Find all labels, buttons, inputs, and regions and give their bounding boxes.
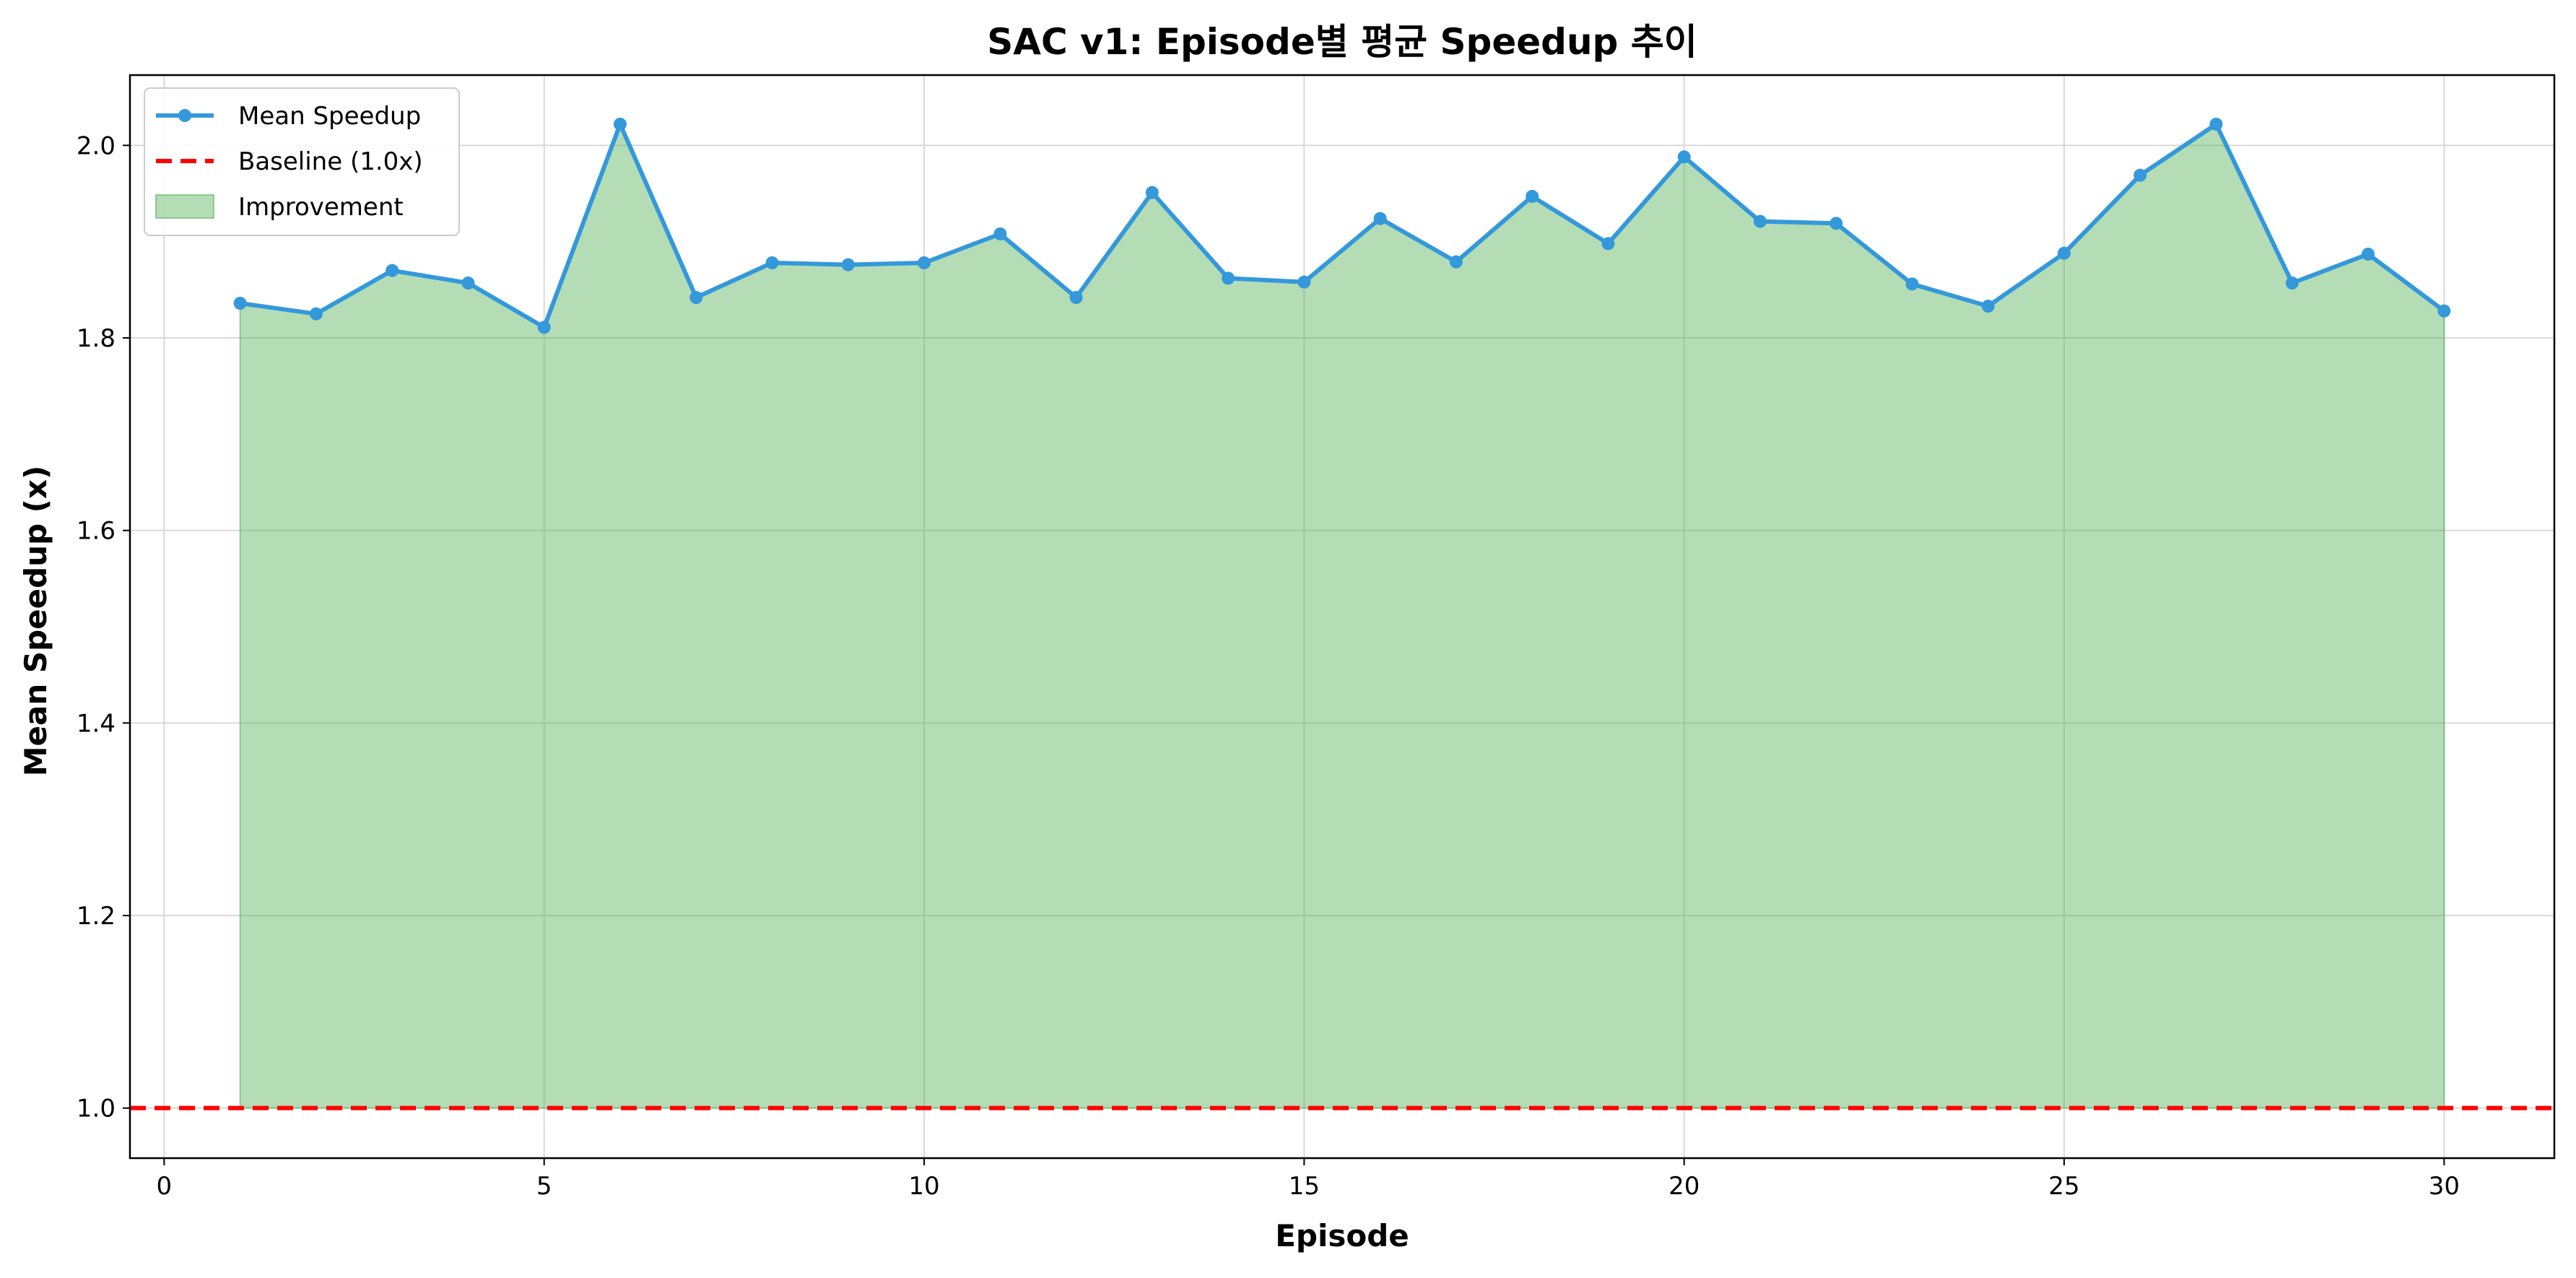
mean-speedup-line <box>240 122 2446 330</box>
data-point <box>1222 271 1235 285</box>
data-point <box>2058 246 2071 260</box>
data-point <box>1753 214 1767 228</box>
plot-area: 0 5 10 15 20 25 30 1.0 1.2 1.4 1.6 1.8 2.0 <box>77 74 2556 1201</box>
data-point <box>537 321 551 334</box>
x-tick-label: 30 <box>2429 1172 2460 1201</box>
y-axis-label: Mean Speedup (x) <box>18 466 53 777</box>
data-point <box>1601 237 1615 251</box>
data-point <box>1677 150 1691 164</box>
legend-box <box>144 87 460 236</box>
data-point <box>2285 277 2299 290</box>
data-point <box>2133 168 2147 182</box>
data-point <box>233 297 247 310</box>
data-point <box>1373 212 1387 225</box>
legend-area-swatch <box>155 194 214 219</box>
data-point <box>461 277 475 290</box>
data-point <box>1905 277 1919 291</box>
data-point <box>1297 275 1311 289</box>
y-tick-label: 1.8 <box>77 324 116 353</box>
y-tick-label: 1.0 <box>77 1095 116 1123</box>
data-point <box>309 307 323 321</box>
x-tick-label: 20 <box>1668 1172 1700 1201</box>
data-point <box>2437 304 2451 318</box>
data-point <box>386 264 399 277</box>
x-tick-label: 25 <box>2048 1172 2079 1201</box>
improvement-area <box>239 122 2445 1109</box>
y-tick-label: 1.2 <box>77 902 116 931</box>
data-point <box>841 258 855 271</box>
data-point <box>1829 217 1843 230</box>
axes-frame <box>129 74 2556 1160</box>
y-tick-label: 1.6 <box>77 517 116 546</box>
data-point <box>1069 291 1083 304</box>
data-point <box>1145 186 1159 199</box>
legend-marker-swatch <box>178 109 191 122</box>
x-tick-label: 15 <box>1289 1172 1320 1201</box>
data-point <box>765 256 779 269</box>
legend: Mean Speedup Baseline (1.0x) Improvement <box>144 87 460 236</box>
data-point <box>918 256 931 269</box>
data-point <box>2209 118 2223 131</box>
legend-label-improvement: Improvement <box>238 193 404 222</box>
x-tick-label: 5 <box>536 1172 552 1201</box>
legend-label-mean-speedup: Mean Speedup <box>238 102 421 131</box>
x-tick-label: 10 <box>908 1172 939 1201</box>
x-tick-label: 0 <box>157 1172 173 1201</box>
data-point <box>1526 190 1539 203</box>
data-point <box>2362 248 2375 261</box>
x-axis-label: Episode <box>1275 1218 1409 1253</box>
y-tick-label: 2.0 <box>77 131 116 160</box>
data-point <box>1981 300 1995 313</box>
data-point <box>993 227 1007 240</box>
data-point <box>689 291 703 304</box>
chart-title: SAC v1: Episode별 평균 Speedup 추이 <box>987 21 1697 63</box>
data-point <box>613 118 627 131</box>
data-point <box>1449 255 1463 269</box>
y-tick-label: 1.4 <box>77 709 116 738</box>
legend-label-baseline: Baseline (1.0x) <box>238 147 423 176</box>
